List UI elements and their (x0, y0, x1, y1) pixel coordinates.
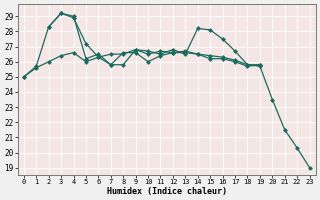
X-axis label: Humidex (Indice chaleur): Humidex (Indice chaleur) (107, 187, 227, 196)
